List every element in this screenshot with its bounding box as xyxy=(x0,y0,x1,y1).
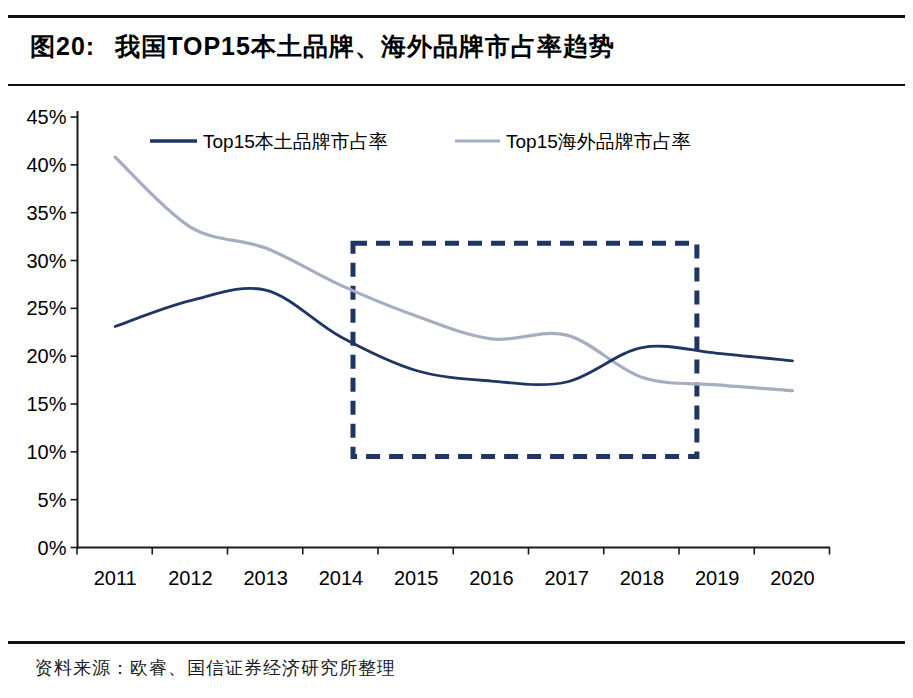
y-tick-label: 40% xyxy=(26,154,66,176)
y-tick-label: 30% xyxy=(26,250,66,272)
x-year-label: 2016 xyxy=(469,567,514,589)
y-tick-label: 45% xyxy=(26,106,66,128)
y-tick-label: 0% xyxy=(38,537,67,559)
x-year-label: 2020 xyxy=(770,567,815,589)
source-note: 资料来源：欧睿、国信证券经济研究所整理 xyxy=(35,656,396,680)
x-year-label: 2019 xyxy=(695,567,740,589)
x-year-label: 2018 xyxy=(620,567,665,589)
series-line-overseas xyxy=(115,157,792,390)
y-tick-label: 25% xyxy=(26,297,66,319)
x-year-label: 2014 xyxy=(319,567,364,589)
y-tick-label: 35% xyxy=(26,202,66,224)
market-share-line-chart: 0% 5% 10% 15% 20% 25% 30% 35% 40% 45% 2011 2012 2013… xyxy=(0,0,913,640)
y-tick-label: 20% xyxy=(26,345,66,367)
bottom-rule xyxy=(8,641,905,644)
x-year-label: 2015 xyxy=(394,567,439,589)
x-year-label: 2011 xyxy=(94,567,137,589)
series-line-domestic xyxy=(115,288,792,384)
highlight-dashed-box xyxy=(353,243,697,456)
x-year-label: 2017 xyxy=(544,567,589,589)
y-tick-label: 15% xyxy=(26,393,66,415)
x-year-label: 2013 xyxy=(243,567,288,589)
y-tick-label: 5% xyxy=(38,489,67,511)
figure-panel: 图20: 我国TOP15本土品牌、海外品牌市占率趋势 0%5%10%15%20%… xyxy=(0,0,913,698)
legend-label-domestic: Top15本土品牌市占率 xyxy=(203,131,388,152)
legend-label-overseas: Top15海外品牌市占率 xyxy=(506,131,691,152)
x-year-label: 2012 xyxy=(168,567,213,589)
y-tick-label: 10% xyxy=(26,441,66,463)
